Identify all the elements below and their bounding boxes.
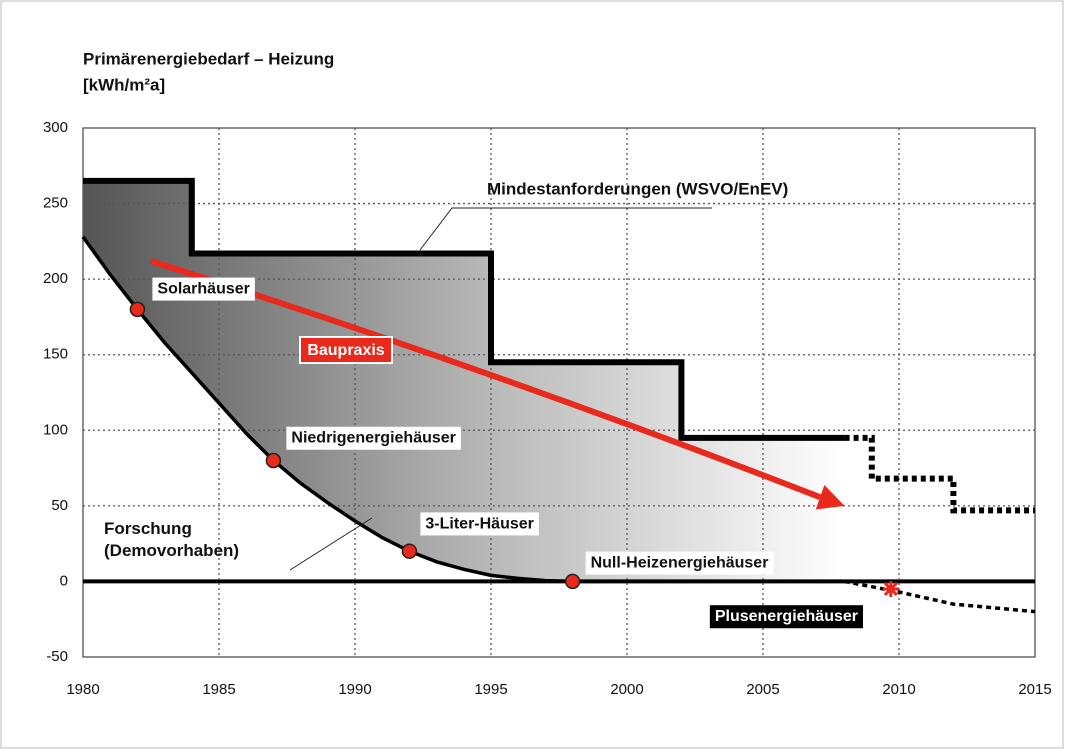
x-tick-label: 2000	[610, 681, 643, 698]
label-box	[286, 426, 461, 450]
point	[401, 543, 418, 559]
point-star	[882, 580, 899, 597]
series-line	[81, 235, 845, 584]
leader-line	[419, 207, 712, 251]
series-line	[844, 579, 1036, 614]
leader-line	[289, 517, 373, 571]
x-tick-label: 1980	[66, 681, 99, 698]
plot-area	[82, 127, 1036, 658]
x-tick-label: 2015	[1018, 681, 1051, 698]
series-label: Mindestanforderungen (WSVO/EnEV)	[487, 179, 788, 198]
chart-title: [kWh/m²a]	[83, 75, 165, 94]
point	[129, 301, 146, 318]
label-box	[299, 336, 393, 364]
x-tick-label: 1995	[474, 681, 507, 698]
x-tick-label: 1990	[338, 681, 371, 698]
label-box	[709, 605, 864, 629]
y-tick-label: 0	[60, 572, 68, 589]
series-line	[844, 434, 1035, 514]
arrow-head	[815, 484, 845, 510]
y-tick-label: -50	[46, 648, 68, 665]
y-tick-label: 200	[43, 270, 68, 287]
shaded-area	[83, 180, 845, 582]
label-box	[420, 512, 539, 536]
y-tick-label: 50	[51, 497, 68, 514]
point-label: Solarhäuser	[157, 281, 249, 298]
x-tick-label: 1985	[202, 681, 235, 698]
series-label: Forschung (Demovorhaben)	[104, 519, 239, 560]
y-tick-label: 150	[43, 346, 68, 363]
series-line	[83, 177, 845, 441]
point	[265, 452, 282, 469]
x-tick-label: 2005	[746, 681, 779, 698]
chart-title: Primärenergiebedarf – Heizung	[83, 49, 334, 68]
point-label: Plusenergiehäuser	[715, 608, 858, 625]
label-box	[585, 551, 774, 575]
point	[564, 573, 581, 590]
label-box	[152, 277, 255, 301]
series-label: Baupraxis	[299, 336, 393, 364]
point-label: Niedrigenergiehäuser	[291, 430, 456, 447]
series-label-text: Baupraxis	[307, 342, 384, 359]
x-tick-label: 2010	[882, 681, 915, 698]
y-tick-label: 100	[43, 421, 68, 438]
y-tick-label: 250	[43, 195, 68, 212]
y-tick-label: 300	[43, 119, 68, 136]
point-label: 3-Liter-Häuser	[425, 515, 533, 532]
point-label: Null-Heizenergiehäuser	[591, 555, 769, 572]
